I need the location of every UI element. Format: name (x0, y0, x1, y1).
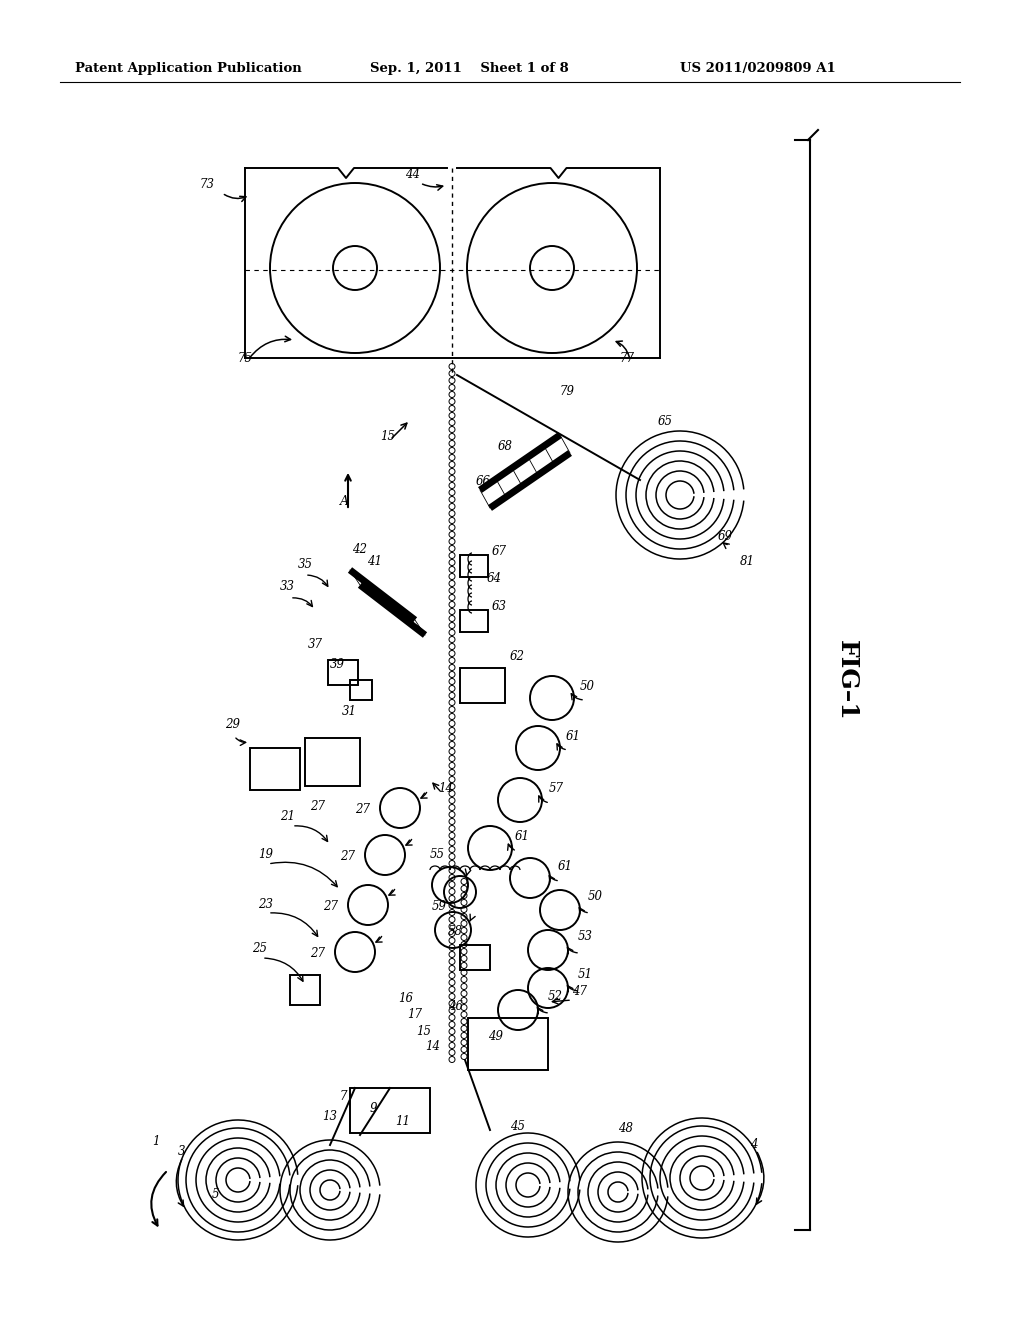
Text: 67: 67 (492, 545, 507, 558)
Text: 49: 49 (488, 1030, 503, 1043)
Text: 81: 81 (740, 554, 755, 568)
Text: 41: 41 (367, 554, 382, 568)
Text: 15: 15 (416, 1026, 431, 1038)
Text: 61: 61 (515, 830, 530, 843)
Text: 44: 44 (406, 168, 420, 181)
Text: 50: 50 (588, 890, 603, 903)
Bar (290, 975, 319, 1005)
Text: 23: 23 (258, 898, 273, 911)
Text: 29: 29 (225, 718, 240, 731)
Bar (460, 945, 490, 970)
Text: 9: 9 (370, 1102, 378, 1115)
Text: 16: 16 (398, 993, 413, 1005)
Text: 27: 27 (310, 800, 325, 813)
Text: 39: 39 (330, 657, 345, 671)
Text: 37: 37 (308, 638, 323, 651)
Text: 64: 64 (487, 572, 502, 585)
Text: 42: 42 (352, 543, 367, 556)
Text: 52: 52 (548, 990, 563, 1003)
Bar (305, 738, 360, 785)
Text: 55: 55 (430, 847, 445, 861)
Text: 48: 48 (618, 1122, 633, 1135)
Text: 57: 57 (549, 781, 564, 795)
Bar (250, 748, 300, 789)
Bar (350, 680, 372, 700)
Bar (468, 1018, 548, 1071)
Bar (460, 668, 505, 704)
Text: 33: 33 (280, 579, 295, 593)
Text: 68: 68 (498, 440, 513, 453)
Text: 31: 31 (342, 705, 357, 718)
Text: Sep. 1, 2011    Sheet 1 of 8: Sep. 1, 2011 Sheet 1 of 8 (370, 62, 568, 75)
Text: 14: 14 (438, 781, 453, 795)
Text: 17: 17 (407, 1008, 422, 1020)
Text: 66: 66 (476, 475, 490, 488)
Text: 62: 62 (510, 649, 525, 663)
Text: 51: 51 (578, 968, 593, 981)
Text: 65: 65 (658, 414, 673, 428)
Text: 61: 61 (566, 730, 581, 743)
Text: 11: 11 (395, 1115, 410, 1129)
Text: 25: 25 (252, 942, 267, 954)
Text: 63: 63 (492, 601, 507, 612)
Text: 77: 77 (620, 352, 635, 366)
Text: 1: 1 (152, 1135, 160, 1148)
Text: 35: 35 (298, 558, 313, 572)
Text: 79: 79 (560, 385, 575, 399)
Bar (350, 1088, 430, 1133)
Text: 59: 59 (432, 900, 447, 913)
Text: 50: 50 (580, 680, 595, 693)
Text: 27: 27 (340, 850, 355, 863)
Text: 47: 47 (572, 985, 587, 998)
Text: 5: 5 (212, 1188, 219, 1201)
Text: 15: 15 (380, 430, 395, 444)
Bar (460, 554, 488, 577)
Text: 13: 13 (322, 1110, 337, 1123)
Text: 27: 27 (355, 803, 370, 816)
Text: 45: 45 (510, 1119, 525, 1133)
Text: 14: 14 (425, 1040, 440, 1053)
Text: 75: 75 (238, 352, 253, 366)
Text: Patent Application Publication: Patent Application Publication (75, 62, 302, 75)
Text: 53: 53 (578, 931, 593, 942)
Text: 19: 19 (258, 847, 273, 861)
Bar (460, 610, 488, 632)
Text: 4: 4 (750, 1138, 758, 1151)
Text: FIG–1: FIG–1 (835, 640, 859, 721)
Text: 27: 27 (310, 946, 325, 960)
Text: 46: 46 (449, 1001, 463, 1012)
Text: 73: 73 (200, 178, 215, 191)
Text: 3: 3 (178, 1144, 185, 1158)
Text: 21: 21 (280, 810, 295, 822)
Text: 69: 69 (718, 531, 733, 543)
Text: 7: 7 (340, 1090, 347, 1104)
Text: 27: 27 (323, 900, 338, 913)
Text: US 2011/0209809 A1: US 2011/0209809 A1 (680, 62, 836, 75)
Text: 61: 61 (558, 861, 573, 873)
Bar (328, 660, 358, 685)
Text: 58: 58 (449, 925, 463, 939)
Text: A: A (340, 495, 349, 508)
